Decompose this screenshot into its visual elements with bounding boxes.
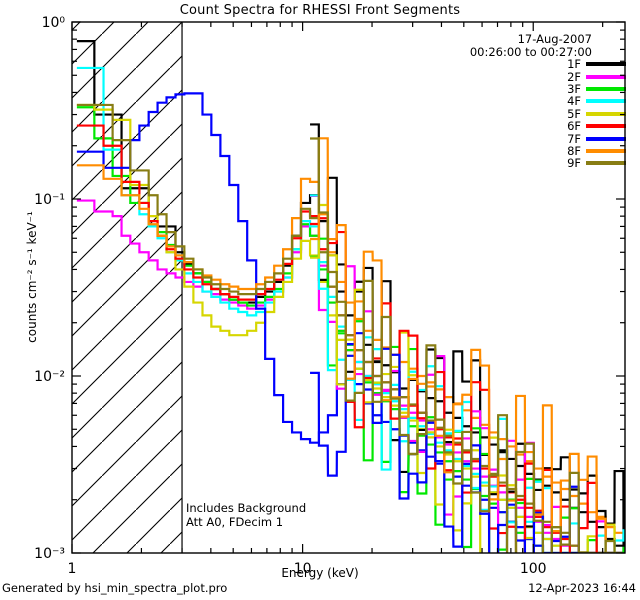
legend-item-4f: 4F [567,94,626,109]
legend-label: 9F [567,156,581,171]
legend-item-2f: 2F [567,69,626,84]
legend-item-5f: 5F [567,106,626,121]
legend-label: 2F [567,69,581,84]
x-tick-label: 1 [68,561,77,577]
footer-generator: Generated by hsi_min_spectra_plot.pro [2,581,228,595]
legend: 1F 2F 3F 4F 5F 6F 7F 8F 9F [567,57,626,171]
legend-label: 6F [567,119,581,134]
legend-label: 7F [567,131,581,146]
legend-label: 4F [567,94,581,109]
axis-ticks [71,21,625,554]
legend-color-swatch [586,62,626,67]
series-group [76,40,625,553]
legend-label: 1F [567,57,581,72]
legend-color-swatch [586,148,626,153]
page-title: Count Spectra for RHESSI Front Segments [179,3,461,18]
x-tick-label: 10 [294,561,312,577]
observation-date: 17-Aug-2007 [517,32,592,46]
x-tick-label: 100 [520,561,547,577]
spectrum-noise-8f [310,137,607,553]
legend-item-6f: 6F [567,119,626,134]
legend-color-swatch [586,86,626,91]
plot-frame [71,21,626,554]
legend-item-9f: 9F [567,156,626,171]
y-tick-label: 10⁻³ [34,546,65,562]
legend-label: 3F [567,81,581,96]
observation-time-range: 00:26:00 to 00:27:00 [469,45,592,59]
y-tick-label: 10⁰ [42,15,66,31]
legend-color-swatch [586,111,626,116]
spectrum-noise-9f [310,137,616,553]
legend-label: 5F [567,106,581,121]
legend-color-swatch [586,99,626,104]
y-axis-label: counts cm⁻² s⁻¹ keV⁻¹ [25,211,39,343]
legend-item-8f: 8F [567,143,626,158]
hatched-low-energy-region [72,22,183,553]
legend-label: 8F [567,143,581,158]
legend-color-swatch [586,161,626,166]
annotation-line-2: Att A0, FDecim 1 [186,514,284,529]
x-axis-label: Energy (keV) [281,566,359,580]
footer-timestamp: 12-Apr-2023 16:44 [528,581,636,595]
legend-color-swatch [586,136,626,141]
legend-color-swatch [586,74,626,79]
legend-item-1f: 1F [567,57,626,72]
annotation-line-1: Includes Background [186,501,307,515]
legend-color-swatch [586,124,626,129]
y-tick-label: 10⁻¹ [34,192,65,208]
legend-item-3f: 3F [567,81,626,96]
legend-item-7f: 7F [567,131,626,146]
plot-annotation: Includes Background Att A0, FDecim 1 [186,501,307,529]
y-tick-label: 10⁻² [34,369,65,385]
